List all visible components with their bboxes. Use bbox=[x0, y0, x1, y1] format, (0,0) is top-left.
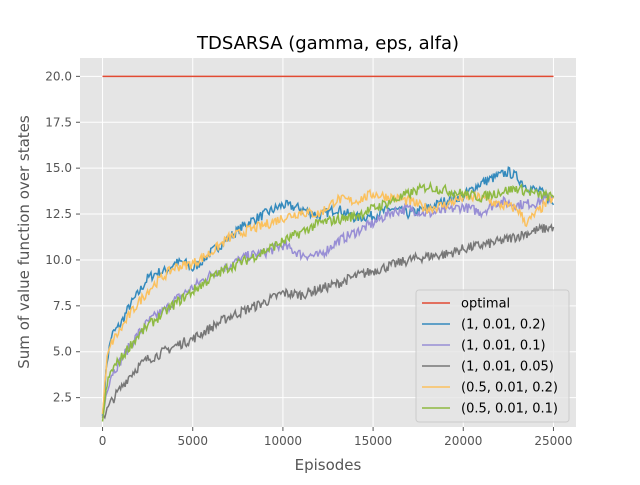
x-tick-label: 20000 bbox=[444, 434, 482, 448]
x-tick-label: 25000 bbox=[534, 434, 572, 448]
series-line-3 bbox=[101, 222, 555, 420]
chart-title: TDSARSA (gamma, eps, alfa) bbox=[196, 33, 459, 54]
y-tick-label: 7.5 bbox=[53, 299, 72, 313]
y-axis-label: Sum of value function over states bbox=[15, 115, 33, 369]
x-axis-label: Episodes bbox=[295, 456, 362, 474]
x-axis-ticks: 0 5000 10000 15000 20000 25000 bbox=[99, 427, 573, 448]
x-tick-label: 15000 bbox=[354, 434, 392, 448]
x-tick-label: 0 bbox=[99, 434, 107, 448]
series-lines bbox=[101, 75, 555, 422]
series-line-4 bbox=[101, 188, 555, 415]
legend-label-5: (0.5, 0.01, 0.1) bbox=[461, 402, 558, 417]
y-axis-ticks: 2.5 5.0 7.5 10.0 12.5 15.0 17.5 20.0 bbox=[45, 69, 80, 405]
y-tick-label: 20.0 bbox=[45, 69, 72, 83]
y-tick-label: 10.0 bbox=[45, 253, 72, 267]
x-tick-label: 5000 bbox=[177, 434, 208, 448]
y-tick-label: 12.5 bbox=[45, 207, 72, 221]
series-line-5 bbox=[101, 180, 555, 422]
legend-label-2: (1, 0.01, 0.1) bbox=[461, 339, 546, 354]
legend-label-3: (1, 0.01, 0.05) bbox=[461, 360, 554, 375]
y-tick-label: 5.0 bbox=[53, 345, 72, 359]
legend-label-0: optimal bbox=[461, 297, 510, 312]
legend-box bbox=[415, 289, 570, 423]
legend-label-1: (1, 0.01, 0.2) bbox=[461, 318, 546, 333]
series-line-2 bbox=[101, 192, 555, 418]
legend-label-4: (0.5, 0.01, 0.2) bbox=[461, 381, 558, 396]
x-tick-label: 10000 bbox=[264, 434, 302, 448]
y-tick-label: 17.5 bbox=[45, 115, 72, 129]
legend: optimal (1, 0.01, 0.2) (1, 0.01, 0.1) (1, 0… bbox=[415, 289, 570, 423]
y-tick-label: 15.0 bbox=[45, 161, 72, 175]
y-tick-label: 2.5 bbox=[53, 391, 72, 405]
